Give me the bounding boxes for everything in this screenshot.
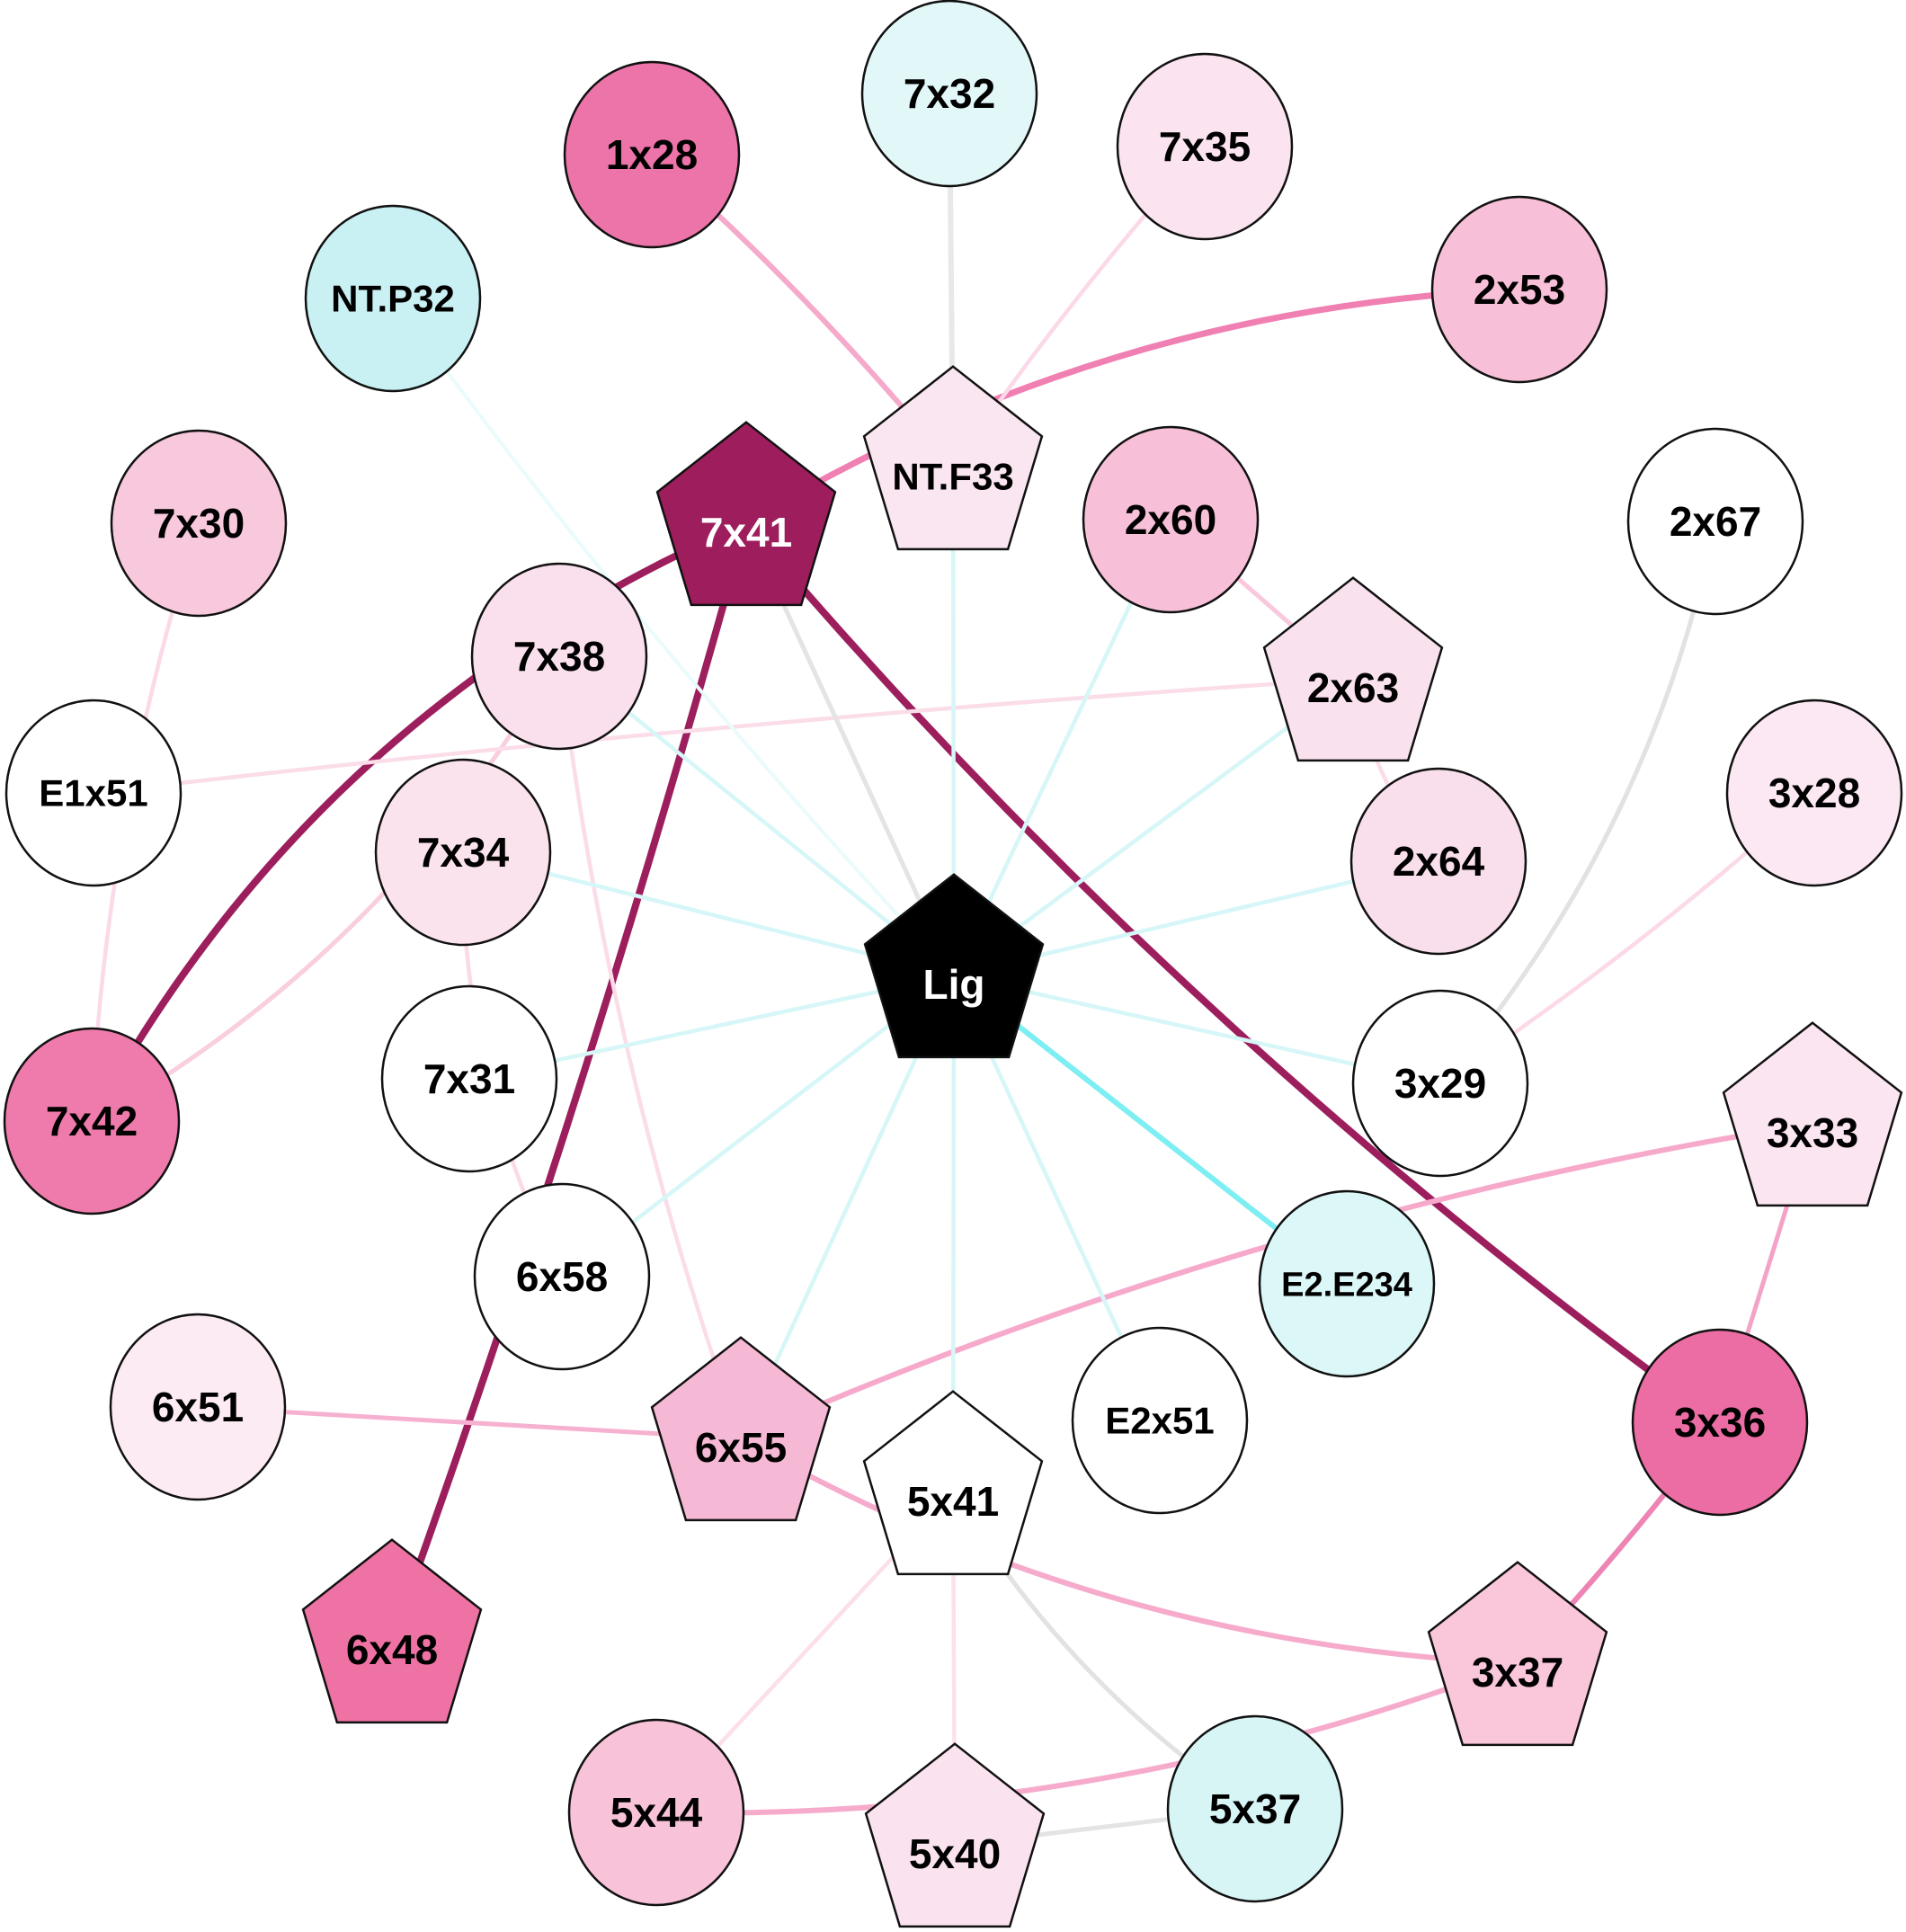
pentagon-icon[interactable] xyxy=(862,1390,1044,1576)
pentagon-icon[interactable] xyxy=(650,1336,832,1522)
edge-6x51-6x55 xyxy=(195,1404,744,1441)
node-5x41[interactable]: 5x41 xyxy=(862,1390,1044,1576)
pentagon-icon[interactable] xyxy=(862,365,1044,551)
node-3x36[interactable]: 3x36 xyxy=(1631,1328,1809,1517)
circle-icon[interactable] xyxy=(473,1182,651,1371)
pentagon-icon[interactable] xyxy=(655,421,837,607)
circle-icon[interactable] xyxy=(470,562,648,751)
node-2x67[interactable]: 2x67 xyxy=(1626,427,1804,616)
node-1x28[interactable]: 1x28 xyxy=(563,60,741,249)
node-2x64[interactable]: 2x64 xyxy=(1349,767,1527,956)
circle-icon[interactable] xyxy=(109,1313,287,1501)
node-5x44[interactable]: 5x44 xyxy=(567,1718,745,1907)
node-5x40[interactable]: 5x40 xyxy=(864,1742,1046,1928)
circle-icon[interactable] xyxy=(1349,767,1527,956)
pentagon-icon[interactable] xyxy=(1427,1561,1608,1747)
circle-icon[interactable] xyxy=(4,699,183,887)
circle-icon[interactable] xyxy=(1116,52,1294,241)
node-7x34[interactable]: 7x34 xyxy=(374,758,552,947)
node-3x37[interactable]: 3x37 xyxy=(1427,1561,1608,1747)
circle-icon[interactable] xyxy=(3,1027,181,1215)
node-5x37[interactable]: 5x37 xyxy=(1166,1714,1344,1903)
edge-7x41-3x36 xyxy=(743,520,1723,1426)
node-7x35[interactable]: 7x35 xyxy=(1116,52,1294,241)
node-3x28[interactable]: 3x28 xyxy=(1725,699,1903,887)
node-6x48[interactable]: 6x48 xyxy=(301,1538,483,1724)
node-2x60[interactable]: 2x60 xyxy=(1082,425,1260,614)
circle-icon[interactable] xyxy=(1626,427,1804,616)
pentagon-icon[interactable] xyxy=(1262,576,1444,762)
node-E1x51[interactable]: E1x51 xyxy=(4,699,183,887)
circle-icon[interactable] xyxy=(567,1718,745,1907)
circle-icon[interactable] xyxy=(1631,1328,1809,1517)
edge-7x42-7x38 xyxy=(89,654,562,1124)
pentagon-icon[interactable] xyxy=(301,1538,483,1724)
circle-icon[interactable] xyxy=(1071,1326,1249,1515)
node-NT.P32[interactable]: NT.P32 xyxy=(304,204,482,393)
node-3x33[interactable]: 3x33 xyxy=(1722,1021,1903,1207)
node-6x51[interactable]: 6x51 xyxy=(109,1313,287,1501)
circle-icon[interactable] xyxy=(1351,989,1529,1178)
node-2x53[interactable]: 2x53 xyxy=(1430,195,1608,384)
circle-icon[interactable] xyxy=(1082,425,1260,614)
edge-7x41-7x42 xyxy=(88,520,750,1125)
node-6x55[interactable]: 6x55 xyxy=(650,1336,832,1522)
node-E2x51[interactable]: E2x51 xyxy=(1071,1326,1249,1515)
node-Lig[interactable]: Lig xyxy=(863,873,1045,1059)
circle-icon[interactable] xyxy=(1430,195,1608,384)
edge-6x55-3x37 xyxy=(738,1436,1520,1666)
circle-icon[interactable] xyxy=(1166,1714,1344,1903)
circle-icon[interactable] xyxy=(374,758,552,947)
circle-icon[interactable] xyxy=(563,60,741,249)
node-7x38[interactable]: 7x38 xyxy=(470,562,648,751)
node-7x42[interactable]: 7x42 xyxy=(3,1027,181,1215)
circle-icon[interactable] xyxy=(380,984,558,1173)
node-E2.E234[interactable]: E2.E234 xyxy=(1258,1189,1436,1378)
node-7x30[interactable]: 7x30 xyxy=(110,429,288,618)
node-2x63[interactable]: 2x63 xyxy=(1262,576,1444,762)
pentagon-icon[interactable] xyxy=(864,1742,1046,1928)
node-7x41[interactable]: 7x41 xyxy=(655,421,837,607)
edge-5x44-3x37 xyxy=(654,1660,1520,1816)
pentagon-icon[interactable] xyxy=(863,873,1045,1059)
pentagon-icon[interactable] xyxy=(1722,1021,1903,1207)
circle-icon[interactable] xyxy=(1725,699,1903,887)
edge-Lig-NT.P32 xyxy=(391,297,956,977)
node-7x31[interactable]: 7x31 xyxy=(380,984,558,1173)
circle-icon[interactable] xyxy=(304,204,482,393)
edge-E1x51-2x63 xyxy=(91,676,1356,796)
edge-2x53-7x41 xyxy=(743,286,1523,527)
circle-icon[interactable] xyxy=(1258,1189,1436,1378)
node-6x58[interactable]: 6x58 xyxy=(473,1182,651,1371)
circle-icon[interactable] xyxy=(860,0,1038,188)
node-3x29[interactable]: 3x29 xyxy=(1351,989,1529,1178)
edge-7x38-6x55 xyxy=(557,654,744,1441)
circle-icon[interactable] xyxy=(110,429,288,618)
node-7x32[interactable]: 7x32 xyxy=(860,0,1038,188)
